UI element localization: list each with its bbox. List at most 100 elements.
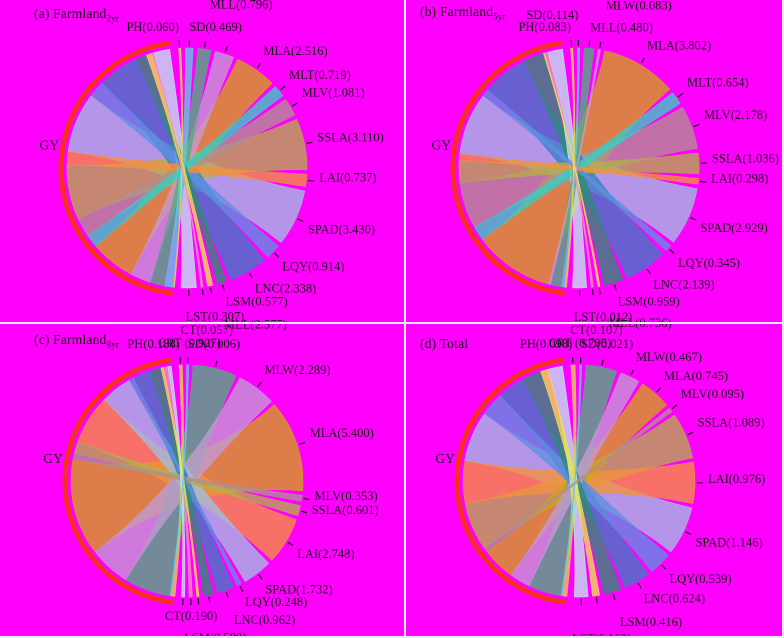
tick-MLW	[257, 381, 262, 388]
trait-label-LNC: LNC(0.624)	[644, 592, 705, 606]
tick-SPAD	[685, 531, 692, 535]
ribbon-PH	[173, 47, 184, 288]
trait-label-LNC: LNC(2.338)	[255, 281, 316, 295]
chord-diagram-c: PH(0.188) SD(0.006) MLL(2.577) MLW(2.289) ML…	[43, 318, 379, 636]
trait-label-LSM: LSM(0.416)	[620, 615, 682, 629]
tick-MLA	[640, 57, 645, 64]
trait-label-LSM: LSM(0.959)	[618, 294, 680, 308]
hub-label-GY: GY	[435, 451, 455, 466]
chord-diagram-b: PH(0.083)SD(0.114) MLL(0.480) MLW(0.083) ML…	[431, 0, 778, 350]
trait-label-MLL: MLL(0.480)	[590, 20, 653, 34]
trait-label-SD: SD(0.021)	[581, 337, 633, 351]
panel-total: PH(0.098)SD(0.021)MLL(0.736)MLW(0.467)ML…	[392, 316, 782, 636]
ribbon-LSM	[149, 367, 214, 597]
tick-LSM	[208, 596, 211, 603]
trait-label-MLV: MLV(0.353)	[315, 489, 378, 503]
ribbon-PH	[562, 364, 577, 597]
tick-MLL	[588, 40, 591, 47]
trait-label-CT: CT(0.190)	[165, 609, 217, 623]
trait-label-CRT: CRT (0.927)	[158, 336, 221, 350]
tick-LST	[598, 288, 601, 295]
trait-label-MLW: MLW(2.289)	[264, 363, 330, 377]
hub-arc-GY	[62, 357, 174, 605]
tick-MLL	[204, 41, 207, 48]
tick-LNC	[248, 272, 253, 279]
tick-MLL	[214, 360, 218, 367]
panel-title-d: (d) Total	[420, 336, 469, 351]
tick-MLW	[599, 41, 602, 48]
trait-label-MLT: MLT(0.654)	[687, 75, 749, 89]
tick-MLW	[630, 369, 635, 376]
tick-MLV	[671, 404, 678, 410]
trait-label-PH: PH(0.060)	[126, 20, 178, 34]
trait-label-SPAD: SPAD(1.732)	[265, 582, 332, 596]
hub-label-GY: GY	[431, 137, 451, 152]
tick-MLT	[280, 85, 286, 91]
ribbon-CT	[544, 51, 594, 288]
panel-subscript-b: 5yr	[493, 11, 506, 22]
trait-label-MLA: MLA(2.516)	[263, 44, 327, 58]
tick-MLT	[677, 92, 684, 98]
tick-LAI	[308, 179, 315, 182]
trait-label-MLA: MLA(0.745)	[664, 369, 728, 383]
ribbon-LSM	[136, 54, 227, 285]
tick-MLA	[298, 441, 306, 445]
tick-LAI	[287, 541, 294, 546]
panel-divider-horizontal	[0, 322, 782, 324]
trait-label-PH: PH(0.083)	[518, 20, 570, 34]
trait-label-LST: LST(0.307)	[186, 309, 245, 323]
trait-label-SSLA: SSLA(3.110)	[317, 130, 384, 144]
panel-subscript-a: 2yr	[106, 13, 120, 24]
panel-subscript-c: 8yr	[106, 339, 120, 350]
ribbon-CT	[151, 52, 204, 288]
trait-label-LAI: LAI(0.976)	[708, 472, 765, 486]
chord-diagram-a: PH(0.060)SD(0.469)MLL(0.796)MLW(1.153)ML…	[39, 0, 384, 350]
tick-LNC	[646, 268, 651, 275]
ribbon-LAI	[458, 153, 699, 185]
ribbon-CRT	[167, 365, 186, 598]
tick-LNC	[225, 592, 229, 599]
panel-divider-vertical	[404, 0, 406, 636]
tick-LST	[197, 598, 200, 605]
trait-label-SD: SD(0.006)	[188, 337, 240, 351]
hub-arc-GY	[450, 40, 566, 296]
trait-label-PH: PH(0.188)	[127, 337, 179, 351]
trait-label-LQY: LQY(0.914)	[282, 260, 344, 274]
tick-MLA	[656, 387, 662, 393]
trait-label-SPAD: SPAD(2.929)	[700, 221, 767, 235]
trait-label-SSLA: SSLA(1.089)	[698, 415, 765, 429]
panel-farmland-5yr: PH(0.083) SD(0.114) MLL(0.480) MLW(0.083) ML…	[392, 0, 782, 350]
panel-title-b: (b) Farmland5yr	[420, 4, 506, 22]
tick-SSLA	[306, 141, 313, 145]
ribbon-MLW	[548, 49, 601, 285]
trait-label-MLV: MLV(1.081)	[302, 86, 365, 100]
trait-label-LAI: LAI(0.737)	[319, 171, 376, 185]
tick-LQY	[239, 586, 244, 592]
ribbon-LST	[146, 52, 214, 287]
tick-MLV	[693, 123, 700, 128]
trait-label-SSLA: SSLA(0.601)	[312, 503, 379, 517]
trait-label-SD: SD(0.469)	[189, 20, 241, 34]
tick-MLV	[291, 102, 298, 107]
panel-farmland-2yr: PH(0.060)SD(0.469)MLL(0.796)MLW(1.153)ML…	[0, 0, 392, 350]
tick-SSLA	[300, 510, 308, 514]
trait-label-LAI: LAI(2.748)	[297, 547, 354, 561]
tick-MLW	[224, 46, 228, 53]
panel-farmland-8yr: PH(0.188) SD(0.006) MLL(2.577) MLW(2.289) ML…	[0, 318, 392, 636]
trait-label-MLW: MLW(0.083)	[606, 0, 672, 12]
tick-LQY	[669, 249, 675, 254]
ribbon-LST	[160, 367, 200, 597]
ribbon-LST	[543, 52, 601, 287]
ribbon-LQY	[129, 377, 242, 586]
ribbon-LST	[540, 368, 601, 597]
tick-SPAD	[690, 217, 697, 221]
trait-label-SD: SD(0.114)	[526, 8, 578, 22]
tick-LST	[209, 287, 213, 294]
trait-label-LST: LST(0.012)	[574, 310, 633, 324]
trait-label-LQY: LQY(0.248)	[245, 595, 307, 609]
tick-CT	[591, 289, 594, 296]
tick-MLL	[601, 359, 604, 366]
trait-label-MLL: MLL(2.577)	[224, 318, 287, 332]
ribbon-SD	[561, 47, 580, 288]
